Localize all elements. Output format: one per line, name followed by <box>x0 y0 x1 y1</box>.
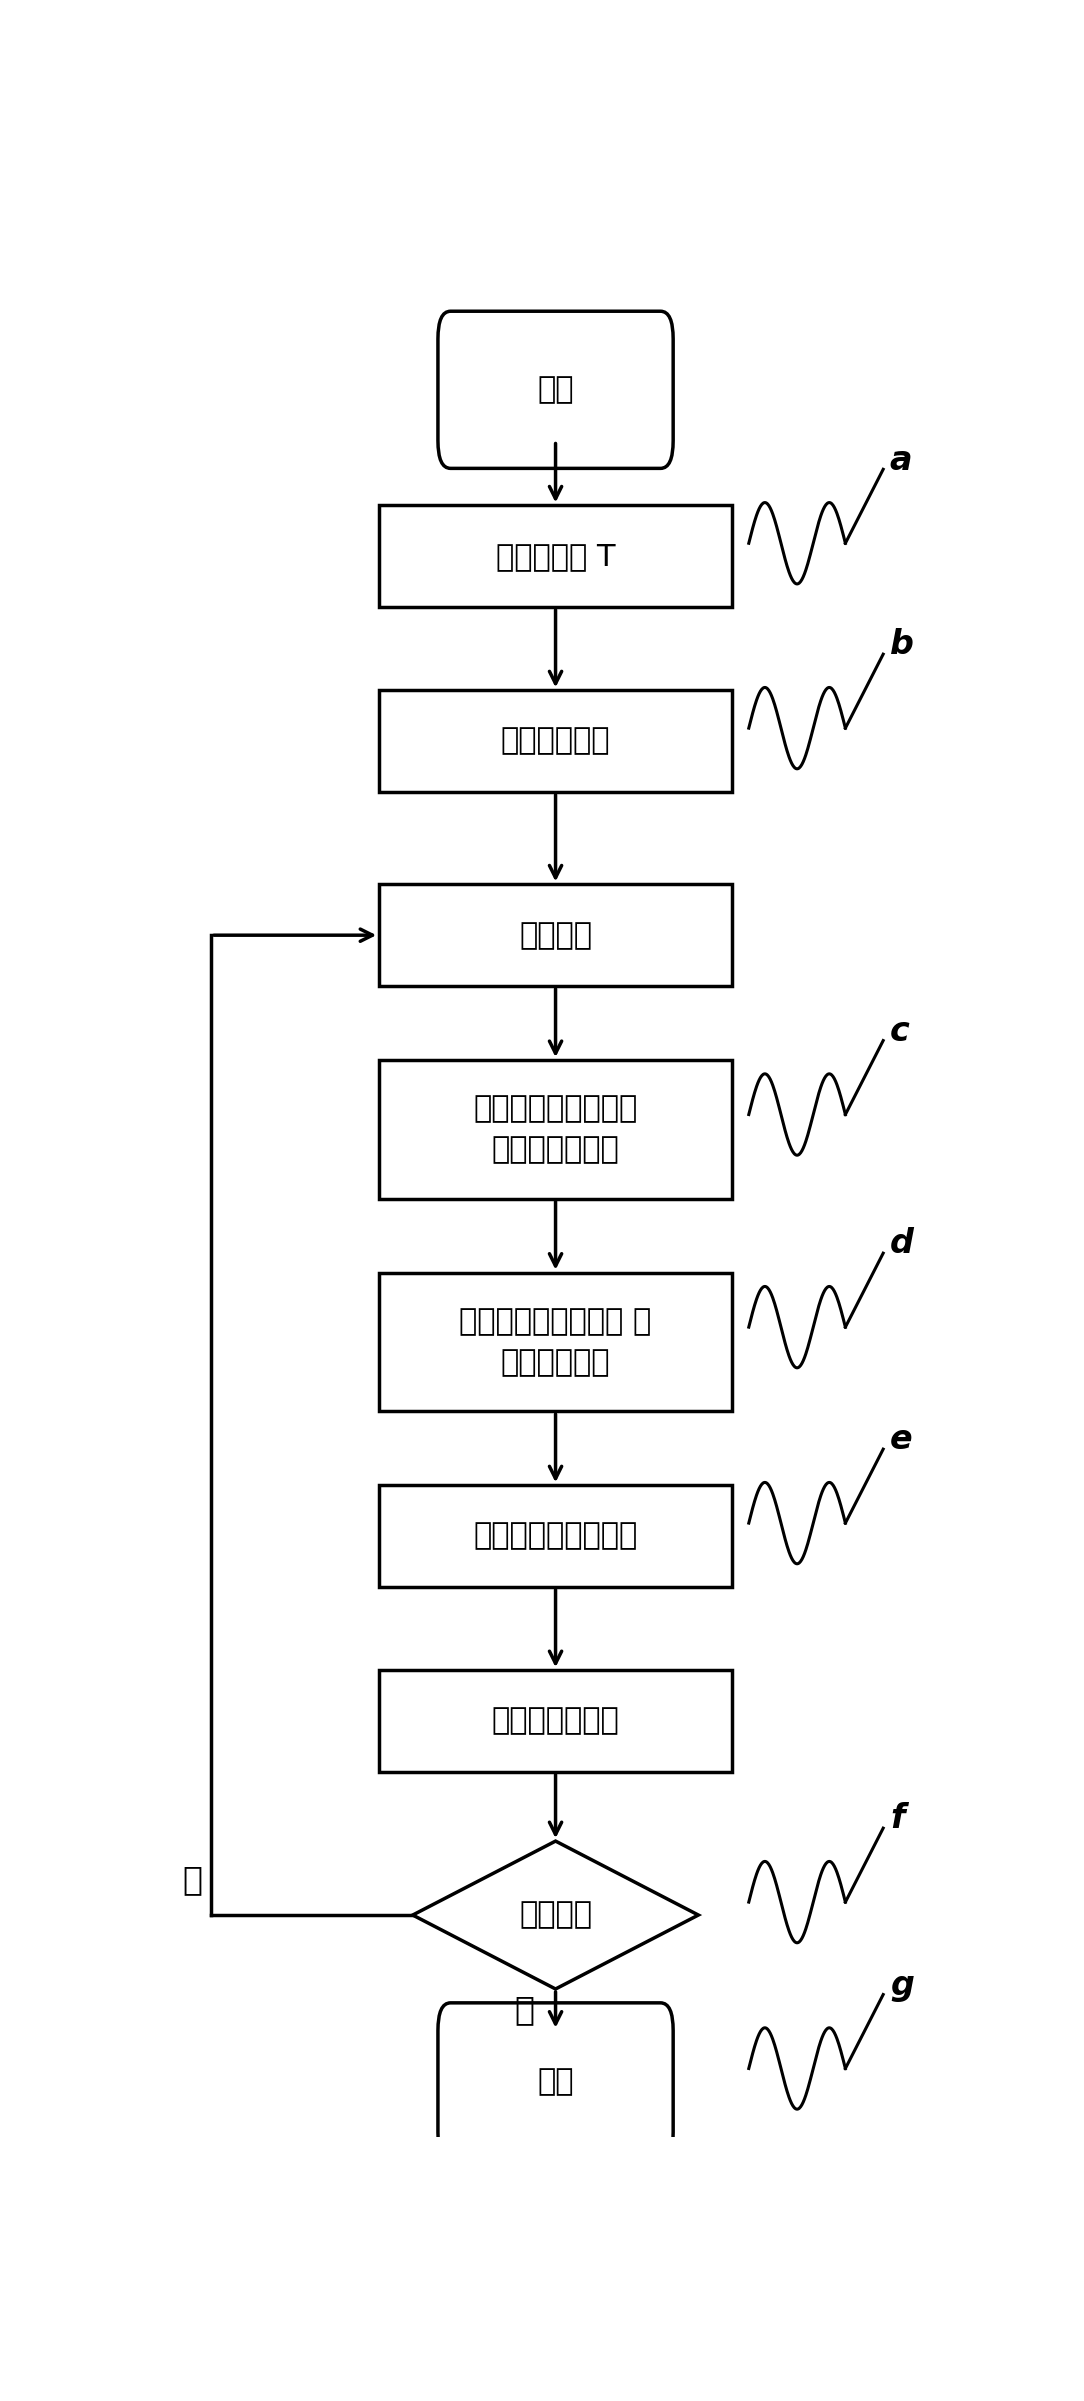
Bar <box>379 1059 732 1198</box>
Text: b: b <box>890 629 914 660</box>
Text: f: f <box>890 1803 904 1834</box>
Text: 生成测试集 T: 生成测试集 T <box>495 543 616 571</box>
Bar <box>379 1671 732 1772</box>
Bar <box>379 1486 732 1587</box>
Text: 级联测试向量: 级联测试向量 <box>501 728 610 756</box>
Text: 加入压缩数据包: 加入压缩数据包 <box>492 1707 619 1736</box>
Text: c: c <box>890 1016 909 1047</box>
Text: 数据末尾: 数据末尾 <box>519 1902 592 1930</box>
Text: d: d <box>890 1227 914 1261</box>
Bar <box>379 504 732 607</box>
Text: 调用编码程序，编码: 调用编码程序，编码 <box>474 1522 637 1551</box>
Bar <box>379 1273 732 1412</box>
Text: 否: 否 <box>183 1863 203 1897</box>
Text: e: e <box>890 1424 913 1457</box>
Text: g: g <box>890 1969 914 2002</box>
FancyBboxPatch shape <box>438 2002 673 2161</box>
Text: 调用游程计算程序， 计
算第二个游程: 调用游程计算程序， 计 算第二个游程 <box>460 1306 651 1376</box>
Bar <box>379 884 732 987</box>
Polygon shape <box>413 1842 698 1988</box>
Text: 开始: 开始 <box>538 375 573 403</box>
Text: a: a <box>890 444 913 475</box>
Bar <box>379 689 732 792</box>
Text: 是: 是 <box>515 1993 534 2026</box>
Text: 读取数据: 读取数据 <box>519 920 592 951</box>
FancyBboxPatch shape <box>438 312 673 468</box>
Text: 调用游程计算程序，
计算第一个游程: 调用游程计算程序， 计算第一个游程 <box>474 1095 637 1164</box>
Text: 结束: 结束 <box>538 2067 573 2096</box>
